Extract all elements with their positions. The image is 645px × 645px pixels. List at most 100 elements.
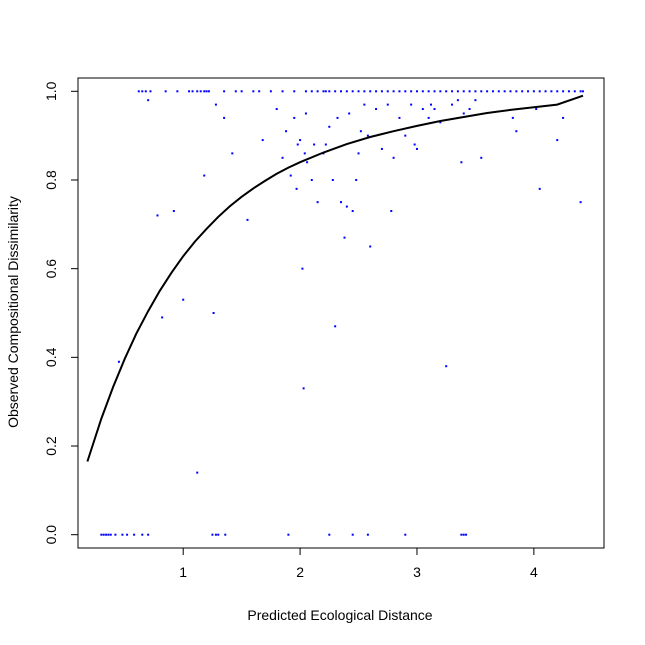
data-point — [269, 90, 272, 93]
data-point — [562, 116, 565, 119]
data-point — [258, 90, 261, 93]
plot-frame-layer — [77, 77, 605, 549]
data-point — [121, 533, 124, 536]
data-point — [196, 471, 199, 474]
y-tick-label: 0.4 — [43, 347, 59, 367]
y-tick-label: 0.6 — [43, 259, 59, 279]
data-point — [343, 236, 346, 239]
data-point — [172, 210, 175, 213]
data-point — [579, 201, 582, 204]
data-point — [460, 161, 463, 164]
data-point — [141, 533, 144, 536]
data-point — [310, 178, 313, 181]
data-point — [188, 90, 191, 93]
data-point — [415, 147, 418, 150]
data-point — [351, 90, 354, 93]
data-point — [460, 533, 463, 536]
data-point — [439, 90, 442, 93]
data-point — [538, 187, 541, 190]
data-point — [147, 99, 150, 102]
data-point — [366, 533, 369, 536]
data-point — [427, 116, 430, 119]
data-point — [275, 108, 278, 111]
data-point — [302, 387, 305, 390]
data-point — [214, 103, 217, 106]
data-point — [345, 205, 348, 208]
data-point — [296, 143, 299, 146]
data-point — [117, 360, 120, 363]
data-point — [313, 143, 316, 146]
data-point — [223, 90, 226, 93]
data-point — [295, 187, 298, 190]
data-point — [217, 533, 220, 536]
data-point — [427, 90, 430, 93]
data-point — [164, 90, 167, 93]
data-point — [161, 316, 164, 319]
data-point — [351, 210, 354, 213]
data-point — [322, 90, 325, 93]
data-point — [375, 90, 378, 93]
data-point — [240, 90, 243, 93]
data-point — [324, 143, 327, 146]
x-tick-label: 3 — [413, 564, 421, 580]
data-point — [203, 90, 206, 93]
data-point — [550, 90, 553, 93]
data-point — [340, 201, 342, 204]
y-tick-label: 0.2 — [43, 436, 59, 456]
data-point — [515, 130, 518, 133]
data-point — [304, 112, 307, 115]
data-point — [445, 365, 448, 368]
data-point — [287, 533, 290, 536]
data-point — [301, 267, 304, 270]
data-point — [421, 90, 424, 93]
data-point — [196, 90, 199, 93]
data-point — [205, 90, 208, 93]
data-point — [141, 90, 144, 93]
data-point — [351, 533, 354, 536]
data-point — [133, 533, 136, 536]
data-point — [214, 533, 217, 536]
data-point — [126, 533, 129, 536]
data-point — [521, 90, 524, 93]
data-point — [390, 210, 393, 213]
data-point — [369, 90, 372, 93]
data-point — [556, 90, 559, 93]
data-point — [182, 298, 185, 301]
data-point — [491, 90, 494, 93]
data-point — [404, 533, 407, 536]
x-axis-title: Predicted Ecological Distance — [247, 607, 432, 623]
data-point — [316, 90, 319, 93]
data-point — [144, 90, 147, 93]
data-point — [357, 152, 360, 155]
data-point — [114, 533, 117, 536]
data-point — [527, 90, 530, 93]
data-point — [532, 90, 535, 93]
data-point — [252, 90, 255, 93]
data-point — [433, 90, 436, 93]
data-point — [331, 178, 334, 181]
data-point — [303, 152, 306, 155]
data-point — [445, 90, 448, 93]
data-point — [246, 218, 249, 221]
data-point — [231, 152, 234, 155]
data-point — [306, 161, 309, 164]
data-point — [451, 90, 454, 93]
data-point — [404, 134, 407, 137]
data-point — [328, 533, 331, 536]
data-point — [573, 90, 576, 93]
data-point — [223, 116, 226, 119]
data-point — [556, 139, 559, 142]
data-point — [375, 108, 378, 111]
data-point — [544, 90, 547, 93]
data-point — [468, 108, 471, 111]
data-point — [328, 90, 331, 93]
data-point — [398, 116, 401, 119]
y-tick-label: 1.0 — [43, 81, 59, 101]
data-point — [281, 156, 284, 159]
data-point — [380, 147, 383, 150]
data-point — [107, 533, 110, 536]
data-point — [474, 90, 477, 93]
data-point — [328, 125, 331, 128]
data-point — [363, 103, 366, 106]
x-tick-label: 2 — [296, 564, 304, 580]
